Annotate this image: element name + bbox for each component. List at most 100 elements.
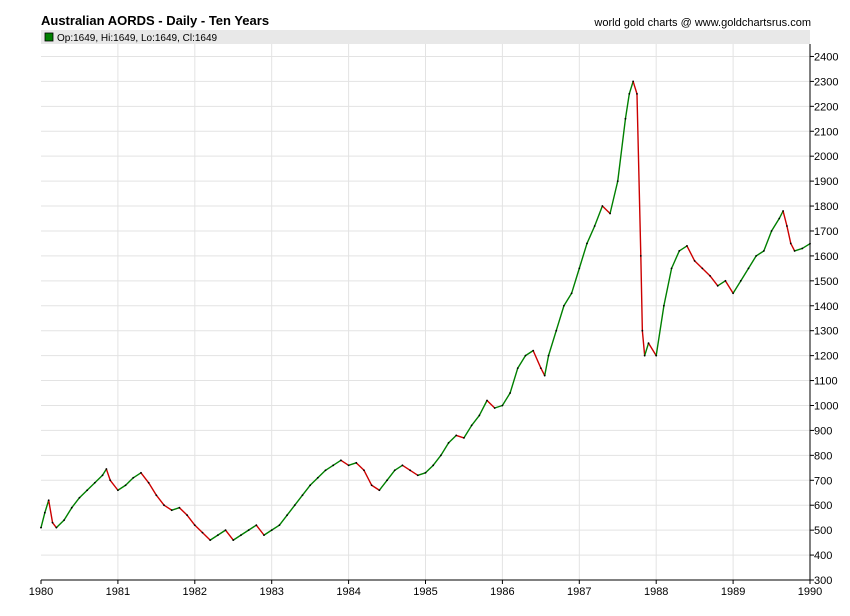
price-segment	[486, 399, 496, 409]
price-point	[286, 514, 288, 517]
price-point	[117, 489, 119, 492]
price-segment	[617, 118, 627, 182]
price-point	[447, 441, 450, 444]
price-segment	[324, 464, 334, 472]
price-segment	[40, 511, 46, 529]
price-point	[393, 469, 396, 472]
chart-title: Australian AORDS - Daily - Ten Years	[41, 13, 269, 28]
price-point	[332, 464, 335, 467]
price-segment	[601, 205, 611, 215]
price-point	[786, 225, 788, 227]
price-point	[93, 481, 96, 484]
x-tick-label: 1982	[183, 586, 207, 598]
price-point	[124, 484, 127, 487]
price-segment	[517, 354, 527, 369]
price-segment	[693, 260, 704, 270]
price-segment	[209, 534, 219, 541]
price-point	[232, 539, 235, 542]
price-segment	[494, 404, 504, 409]
price-segment	[232, 534, 242, 541]
price-point	[555, 329, 558, 332]
price-segment	[778, 210, 784, 220]
price-segment	[655, 305, 665, 357]
y-tick-label: 1900	[814, 176, 838, 188]
price-point	[432, 464, 435, 467]
price-segment	[647, 342, 657, 357]
price-point	[501, 404, 504, 407]
price-segment	[224, 529, 234, 541]
price-segment	[641, 329, 646, 357]
price-segment	[132, 472, 142, 479]
price-point	[316, 476, 319, 479]
price-segment	[686, 245, 696, 262]
price-point	[547, 354, 550, 357]
price-point	[593, 225, 596, 227]
price-point	[662, 304, 665, 307]
price-segment	[109, 479, 119, 491]
price-point	[478, 414, 481, 417]
price-segment	[51, 521, 58, 529]
price-segment	[509, 367, 519, 394]
price-point	[463, 436, 465, 439]
price-segment	[286, 504, 296, 516]
price-segment	[563, 292, 573, 307]
price-segment	[201, 531, 211, 541]
price-point	[301, 494, 304, 497]
price-segment	[793, 247, 804, 252]
price-segment	[463, 424, 473, 439]
price-segment	[543, 354, 550, 377]
price-point	[416, 474, 419, 477]
y-tick-label: 2100	[814, 126, 838, 138]
price-segment	[440, 442, 450, 457]
price-segment	[747, 255, 757, 270]
x-tick-label: 1980	[29, 586, 53, 598]
price-segment	[332, 459, 342, 467]
price-point	[732, 292, 734, 295]
price-point	[155, 494, 158, 497]
price-segment	[163, 504, 173, 511]
price-point	[255, 524, 258, 527]
price-segment	[701, 267, 711, 277]
price-point	[43, 511, 46, 514]
y-tick-label: 1000	[814, 400, 838, 412]
price-segment	[663, 267, 673, 307]
price-point	[163, 504, 165, 507]
price-point	[643, 354, 646, 357]
price-segment	[71, 497, 81, 509]
price-point	[51, 521, 54, 524]
y-tick-label: 1500	[814, 276, 838, 288]
price-point	[240, 534, 242, 537]
price-segment	[317, 469, 327, 479]
price-point	[355, 461, 358, 464]
price-point	[140, 471, 142, 474]
price-segment	[171, 507, 181, 511]
price-segment	[782, 210, 788, 227]
price-point	[716, 284, 719, 287]
price-point	[309, 484, 312, 487]
price-point	[724, 279, 727, 282]
y-tick-label: 600	[814, 500, 832, 512]
price-point	[509, 392, 511, 394]
price-segment	[355, 462, 365, 472]
price-point	[201, 531, 204, 534]
price-point	[178, 506, 181, 509]
price-point	[209, 539, 212, 542]
price-point	[770, 230, 773, 232]
y-tick-label: 1800	[814, 201, 838, 213]
price-segment	[770, 217, 780, 232]
x-tick-label: 1983	[259, 586, 283, 598]
x-tick-label: 1984	[336, 586, 360, 598]
price-segment	[271, 524, 281, 531]
price-point	[70, 506, 73, 509]
price-point	[755, 255, 758, 257]
price-segment	[294, 494, 304, 506]
price-point	[616, 180, 619, 183]
price-segment	[547, 329, 557, 357]
y-tick-label: 2400	[814, 51, 838, 63]
price-point	[647, 342, 650, 345]
price-segment	[470, 414, 481, 427]
price-segment	[117, 484, 127, 491]
y-tick-label: 900	[814, 425, 832, 437]
